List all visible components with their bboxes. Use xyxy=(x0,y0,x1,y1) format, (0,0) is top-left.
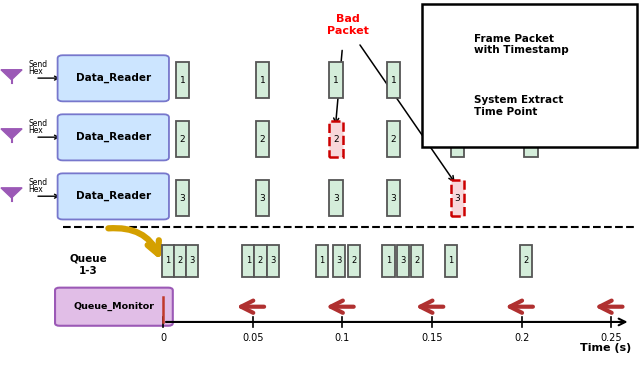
Text: 3: 3 xyxy=(401,256,406,266)
Text: 1: 1 xyxy=(391,75,396,85)
FancyBboxPatch shape xyxy=(55,288,173,326)
Polygon shape xyxy=(1,129,22,139)
Text: 1: 1 xyxy=(455,75,460,85)
Text: 0.25: 0.25 xyxy=(600,333,622,343)
Text: Frame Packet
with Timestamp: Frame Packet with Timestamp xyxy=(474,34,568,56)
Text: Send: Send xyxy=(28,178,47,187)
FancyBboxPatch shape xyxy=(348,245,360,277)
FancyBboxPatch shape xyxy=(330,62,343,98)
FancyBboxPatch shape xyxy=(255,121,269,157)
Text: 2: 2 xyxy=(415,256,420,266)
Text: 2: 2 xyxy=(260,134,265,144)
Text: 2: 2 xyxy=(177,256,182,266)
FancyBboxPatch shape xyxy=(255,245,267,277)
Text: 1: 1 xyxy=(246,256,251,266)
Text: 3: 3 xyxy=(180,194,185,203)
Text: Queue_Monitor: Queue_Monitor xyxy=(74,302,154,311)
FancyBboxPatch shape xyxy=(451,180,465,216)
Text: 0.2: 0.2 xyxy=(514,333,529,343)
FancyBboxPatch shape xyxy=(525,62,538,98)
Text: 3: 3 xyxy=(391,194,396,203)
Text: 3: 3 xyxy=(333,194,339,203)
FancyBboxPatch shape xyxy=(451,62,465,98)
FancyBboxPatch shape xyxy=(58,55,169,101)
Text: Data_Reader: Data_Reader xyxy=(76,191,151,201)
Text: 2: 2 xyxy=(455,134,460,144)
FancyBboxPatch shape xyxy=(397,245,410,277)
FancyBboxPatch shape xyxy=(412,245,424,277)
Text: 2: 2 xyxy=(391,134,396,144)
FancyBboxPatch shape xyxy=(58,114,169,160)
FancyBboxPatch shape xyxy=(525,121,538,157)
Text: 0.1: 0.1 xyxy=(335,333,350,343)
FancyBboxPatch shape xyxy=(422,4,637,147)
Text: 3: 3 xyxy=(270,256,275,266)
Text: 0.15: 0.15 xyxy=(421,333,443,343)
FancyBboxPatch shape xyxy=(520,245,532,277)
Text: 3: 3 xyxy=(455,194,460,203)
FancyBboxPatch shape xyxy=(175,62,189,98)
Text: 0: 0 xyxy=(160,333,166,343)
FancyBboxPatch shape xyxy=(255,180,269,216)
Text: 2: 2 xyxy=(258,256,263,266)
FancyBboxPatch shape xyxy=(445,22,461,67)
FancyBboxPatch shape xyxy=(387,62,401,98)
Text: 2: 2 xyxy=(529,134,534,144)
Text: Queue
1-3: Queue 1-3 xyxy=(70,254,107,275)
Text: 2: 2 xyxy=(333,134,339,144)
FancyBboxPatch shape xyxy=(243,245,255,277)
FancyBboxPatch shape xyxy=(330,180,343,216)
Text: 1: 1 xyxy=(180,75,185,85)
Text: 1: 1 xyxy=(449,256,454,266)
Text: 3: 3 xyxy=(260,194,265,203)
Text: Data_Reader: Data_Reader xyxy=(76,132,151,142)
FancyBboxPatch shape xyxy=(445,245,458,277)
FancyBboxPatch shape xyxy=(161,245,174,277)
FancyBboxPatch shape xyxy=(175,121,189,157)
Text: Hex: Hex xyxy=(28,67,43,76)
FancyBboxPatch shape xyxy=(387,180,401,216)
Text: 3: 3 xyxy=(189,256,195,266)
FancyBboxPatch shape xyxy=(267,245,279,277)
Text: Send: Send xyxy=(28,118,47,128)
FancyBboxPatch shape xyxy=(330,121,343,157)
Text: 1: 1 xyxy=(529,75,534,85)
FancyBboxPatch shape xyxy=(58,173,169,219)
Text: Hex: Hex xyxy=(28,126,43,135)
Text: 1: 1 xyxy=(260,75,265,85)
Text: System Extract
Time Point: System Extract Time Point xyxy=(474,95,563,117)
Text: 1: 1 xyxy=(319,256,324,266)
FancyBboxPatch shape xyxy=(387,121,401,157)
FancyBboxPatch shape xyxy=(186,245,198,277)
Text: Data_Reader: Data_Reader xyxy=(76,73,151,83)
FancyBboxPatch shape xyxy=(451,121,465,157)
Text: 2: 2 xyxy=(524,256,529,266)
FancyBboxPatch shape xyxy=(316,245,328,277)
Polygon shape xyxy=(1,188,22,198)
FancyBboxPatch shape xyxy=(175,180,189,216)
FancyBboxPatch shape xyxy=(333,245,346,277)
Text: 2: 2 xyxy=(351,256,356,266)
Text: Time (s): Time (s) xyxy=(580,343,632,353)
Text: Send: Send xyxy=(28,59,47,69)
FancyBboxPatch shape xyxy=(174,245,186,277)
FancyBboxPatch shape xyxy=(255,62,269,98)
Text: 0.05: 0.05 xyxy=(242,333,264,343)
Text: Bad
Packet: Bad Packet xyxy=(326,14,369,35)
Text: 3: 3 xyxy=(337,256,342,266)
Text: Hex: Hex xyxy=(28,185,43,194)
Text: 1: 1 xyxy=(165,256,170,266)
Text: 2: 2 xyxy=(180,134,185,144)
FancyBboxPatch shape xyxy=(383,245,395,277)
Text: 1: 1 xyxy=(386,256,391,266)
Polygon shape xyxy=(1,70,22,80)
Text: 1: 1 xyxy=(333,75,339,85)
